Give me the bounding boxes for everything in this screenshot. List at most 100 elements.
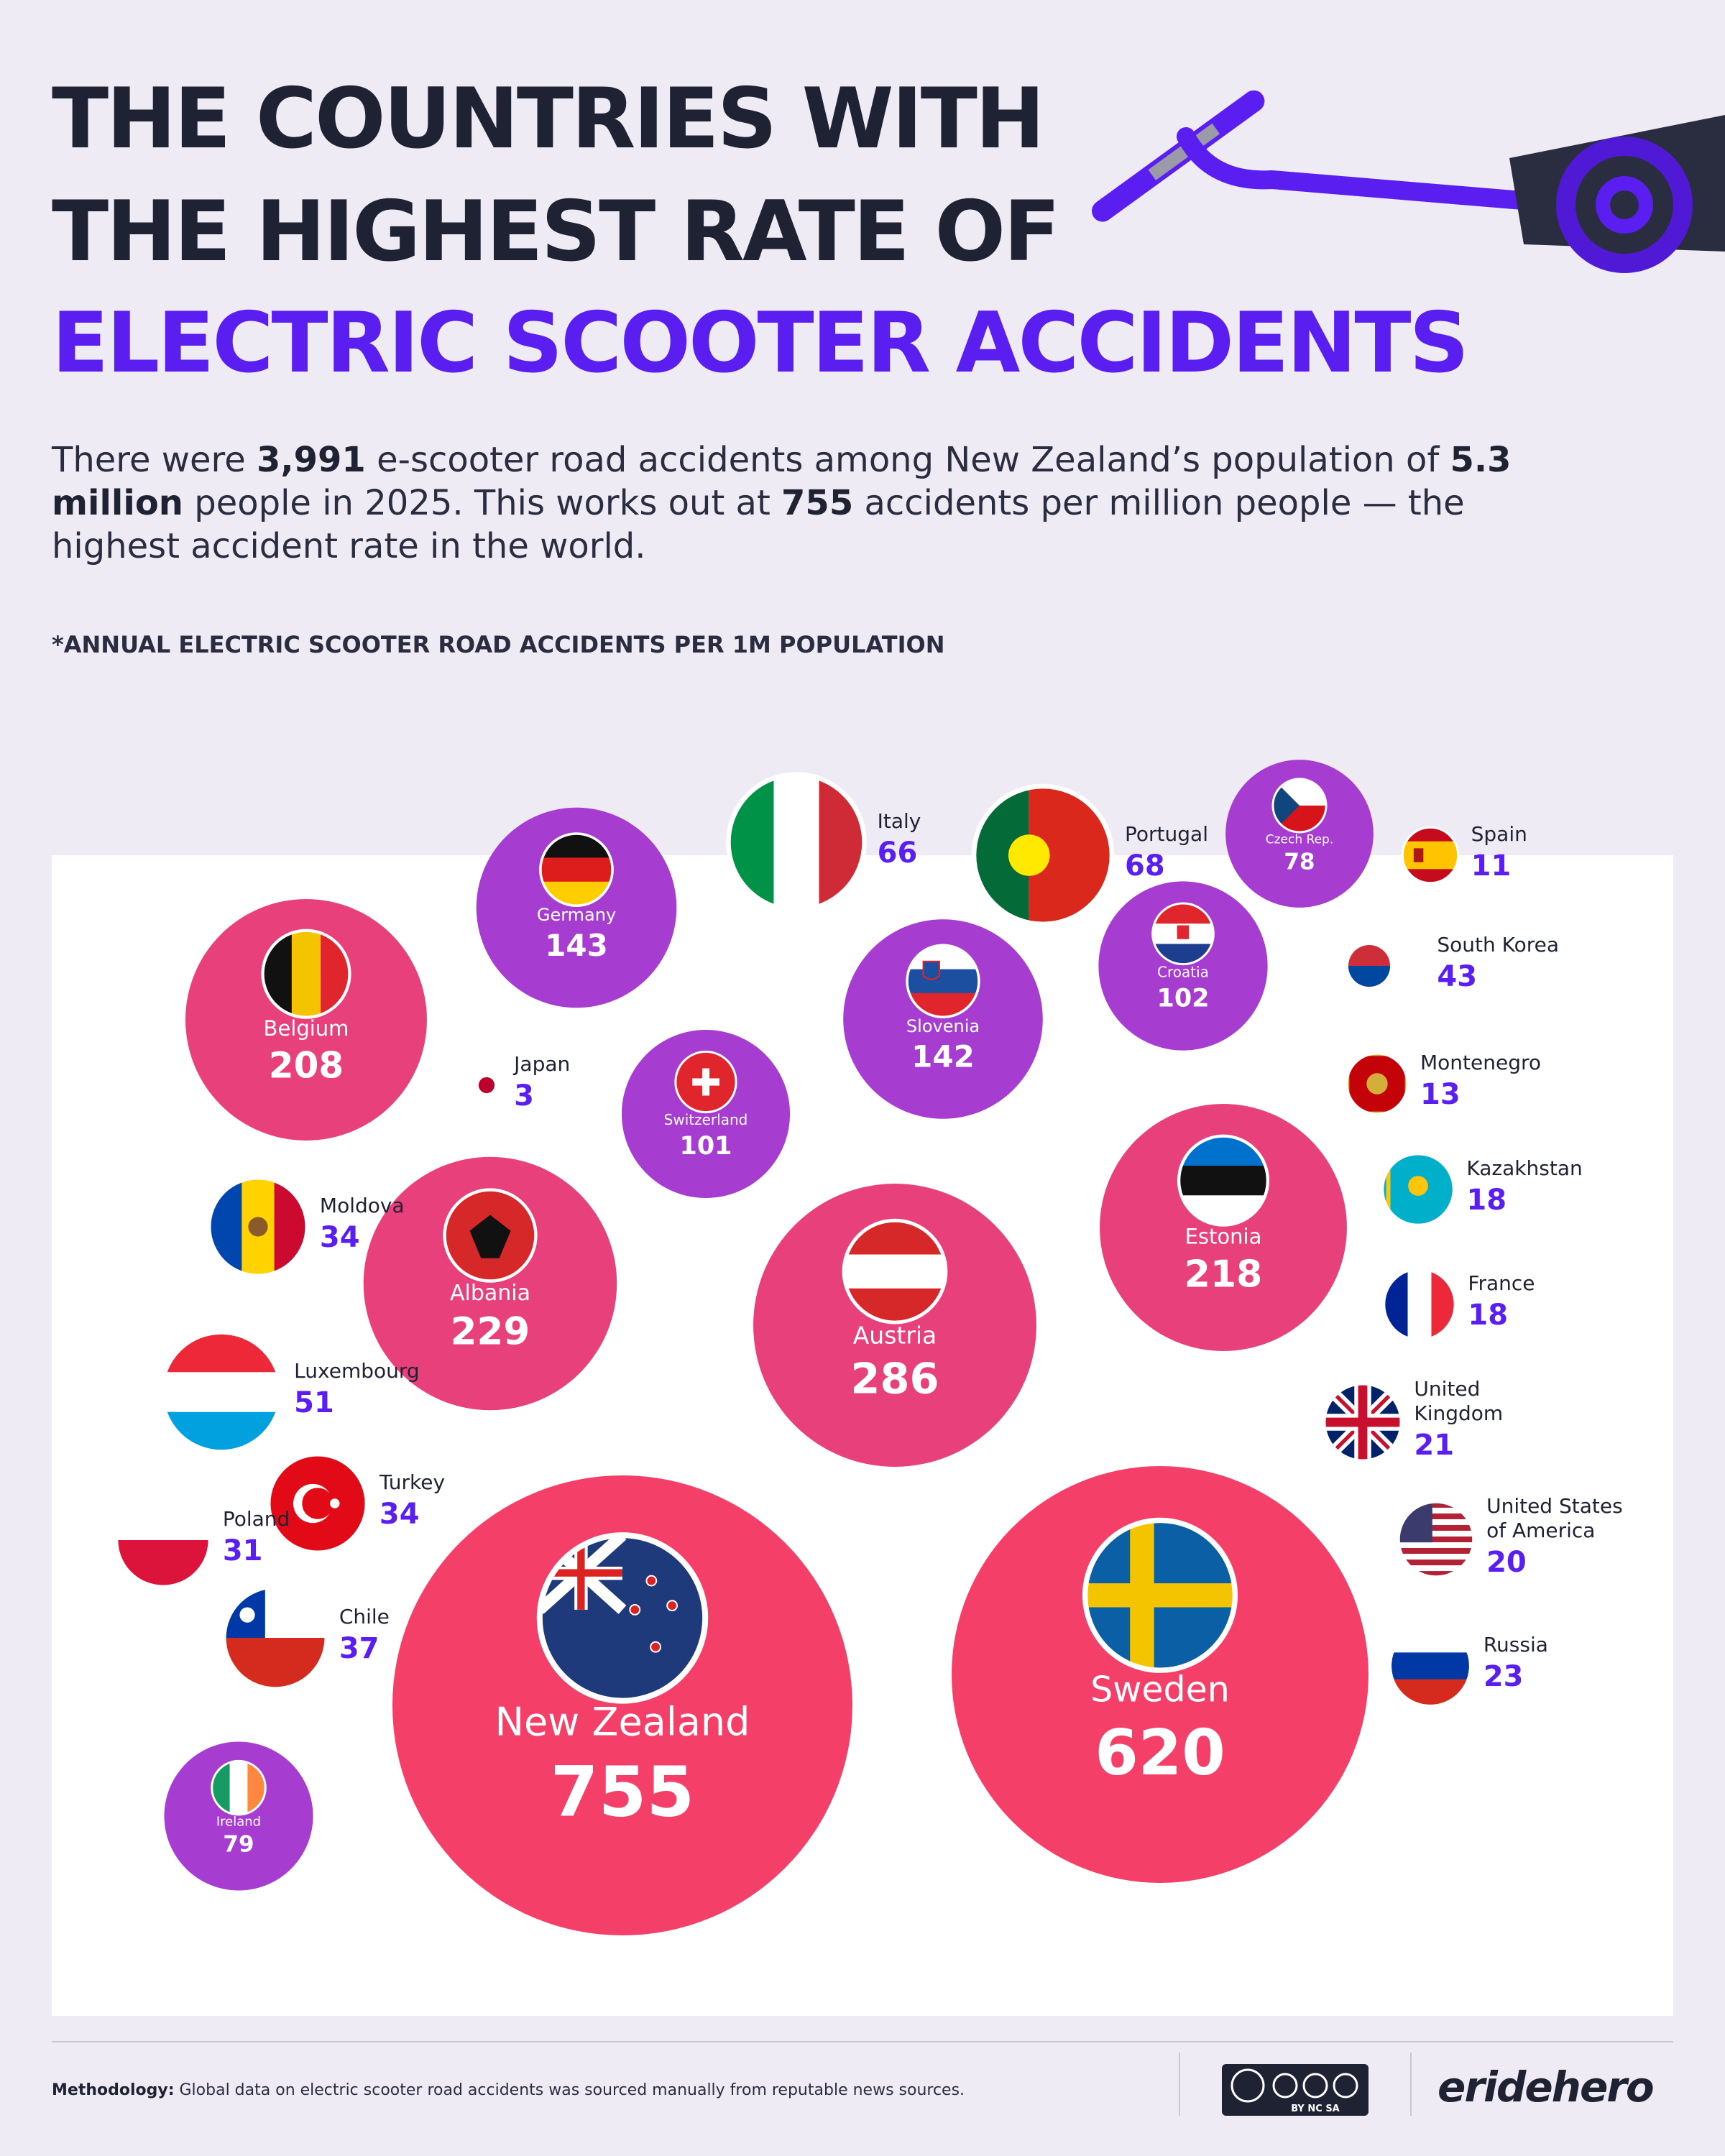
bubble-value-italy: 66 bbox=[878, 837, 918, 870]
bubble-label-kazakhstan: Kazakhstan bbox=[1466, 1156, 1582, 1180]
bubble-circle-germany bbox=[476, 807, 677, 1008]
flag-icon-at bbox=[842, 1218, 948, 1325]
bubble-circle-belgium bbox=[185, 899, 427, 1141]
bubble-circle-ireland bbox=[164, 1741, 313, 1891]
bubble-label-united-kingdom-1: Kingdom bbox=[1414, 1401, 1503, 1425]
flag-icon-es bbox=[1401, 826, 1460, 885]
bubble-label-spain: Spain bbox=[1471, 822, 1527, 846]
bubble-south-korea: South Korea 43 bbox=[1312, 908, 1559, 1023]
bubble-value-albania: 229 bbox=[451, 1310, 530, 1354]
bubble-label-united-kingdom-0: United bbox=[1414, 1377, 1480, 1401]
flag-icon-de bbox=[539, 832, 614, 907]
bubble-label-poland: Poland bbox=[223, 1507, 290, 1531]
bubble-value-japan: 3 bbox=[514, 1079, 534, 1112]
bubble-value-austria: 286 bbox=[850, 1354, 939, 1404]
bubble-label-italy: Italy bbox=[878, 809, 921, 833]
scooter-illustration bbox=[1092, 90, 1725, 273]
flag-icon-jp bbox=[471, 1069, 502, 1101]
bubble-russia: Russia 23 bbox=[1389, 1624, 1548, 1708]
bubble-label-czech-rep: Czech Rep. bbox=[1266, 832, 1333, 847]
flag-icon-al bbox=[443, 1188, 538, 1283]
bubble-albania: Albania 229 bbox=[363, 1156, 617, 1411]
flag-icon-se bbox=[1082, 1517, 1238, 1673]
bubble-value-united-kingdom: 21 bbox=[1414, 1429, 1454, 1462]
flag-icon-it bbox=[726, 772, 867, 913]
bubble-value-croatia: 102 bbox=[1156, 984, 1209, 1013]
bubble-switzerland: Switzerland 101 bbox=[621, 1029, 791, 1199]
bubble-label-montenegro: Montenegro bbox=[1420, 1051, 1541, 1074]
methodology-note: Methodology: Global data on electric sco… bbox=[52, 2081, 965, 2099]
bubble-value-new-zealand: 755 bbox=[551, 1752, 694, 1833]
flag-icon-lu bbox=[159, 1330, 284, 1455]
bubble-czech-rep: Czech Rep. 78 bbox=[1225, 760, 1374, 908]
bubble-value-luxembourg: 51 bbox=[294, 1386, 334, 1419]
bubble-label-switzerland: Switzerland bbox=[664, 1111, 748, 1128]
bubble-value-russia: 23 bbox=[1484, 1660, 1524, 1693]
intro-total-accidents: 3,991 bbox=[257, 440, 366, 480]
bubble-label-ireland: Ireland bbox=[216, 1814, 261, 1829]
title-line-3: ELECTRIC SCOOTER ACCIDENTS bbox=[52, 295, 1469, 392]
bubble-value-sweden: 620 bbox=[1095, 1716, 1225, 1789]
flag-icon-ru bbox=[1389, 1624, 1472, 1708]
flag-icon-pt bbox=[971, 783, 1115, 927]
flag-icon-kz bbox=[1381, 1152, 1455, 1227]
bubble-circle-slovenia bbox=[843, 919, 1043, 1119]
flag-icon-ee bbox=[1177, 1134, 1270, 1227]
bubble-value-south-korea: 43 bbox=[1437, 960, 1477, 993]
intro-rate: 755 bbox=[781, 483, 854, 523]
bubble-belgium: Belgium 208 bbox=[185, 899, 427, 1141]
bubble-value-turkey: 34 bbox=[380, 1498, 420, 1531]
bubble-value-montenegro: 13 bbox=[1420, 1078, 1460, 1111]
bubble-circle-croatia bbox=[1098, 881, 1268, 1051]
intro-paragraph: There were 3,991 e-scooter road accident… bbox=[52, 440, 1512, 566]
bubble-label-albania: Albania bbox=[450, 1281, 530, 1306]
flag-icon-ch bbox=[674, 1050, 737, 1114]
bubble-label-united-states-of-america-1: of America bbox=[1486, 1519, 1595, 1542]
bubble-estonia: Estonia 218 bbox=[1100, 1104, 1347, 1351]
flag-icon-cz bbox=[1271, 778, 1328, 834]
intro-population: 5.3 million bbox=[52, 440, 1512, 523]
chart-measure-note: *ANNUAL ELECTRIC SCOOTER ROAD ACCIDENTS … bbox=[52, 631, 945, 658]
cc-license-icon: BY NC SA bbox=[1222, 2064, 1368, 2116]
bubble-label-moldova: Moldova bbox=[320, 1194, 405, 1217]
flag-icon-be bbox=[261, 929, 351, 1019]
bubble-label-france: France bbox=[1468, 1271, 1535, 1295]
flag-icon-me bbox=[1346, 1052, 1409, 1115]
bubble-circle-albania bbox=[363, 1156, 617, 1411]
bubble-circle-switzerland bbox=[621, 1029, 791, 1199]
bubble-poland: Poland 31 bbox=[114, 1491, 290, 1589]
bubble-label-united-states-of-america-0: United States bbox=[1486, 1494, 1623, 1518]
bubble-circle-new-zealand bbox=[392, 1475, 852, 1935]
brand-logo: eridehero bbox=[1438, 2063, 1655, 2111]
flag-icon-hr bbox=[1151, 902, 1215, 966]
bubble-label-russia: Russia bbox=[1484, 1633, 1548, 1657]
flag-icon-pl bbox=[114, 1491, 212, 1589]
bubble-label-croatia: Croatia bbox=[1157, 963, 1209, 980]
bubble-label-germany: Germany bbox=[537, 905, 616, 925]
bubble-value-czech-rep: 78 bbox=[1284, 849, 1315, 875]
flag-icon-nz bbox=[536, 1532, 709, 1704]
bubble-value-poland: 31 bbox=[223, 1534, 263, 1567]
flag-icon-cl bbox=[222, 1585, 328, 1691]
bubble-label-japan: Japan bbox=[512, 1052, 570, 1076]
bubble-france: France 18 bbox=[1382, 1267, 1535, 1342]
footer-divider-right bbox=[1410, 2053, 1412, 2116]
flag-icon-fr bbox=[1382, 1267, 1457, 1342]
bubble-kazakhstan: Kazakhstan 18 bbox=[1381, 1152, 1583, 1227]
flag-icon-gb bbox=[1322, 1382, 1403, 1462]
bubble-value-belgium: 208 bbox=[269, 1045, 344, 1087]
bubble-luxembourg: Luxembourg 51 bbox=[159, 1330, 420, 1455]
footer-divider-left bbox=[1179, 2053, 1180, 2116]
bubble-value-kazakhstan: 18 bbox=[1466, 1184, 1506, 1217]
bubble-label-slovenia: Slovenia bbox=[906, 1016, 980, 1036]
bubble-italy: Italy 66 bbox=[726, 772, 921, 913]
bubble-label-turkey: Turkey bbox=[379, 1470, 445, 1494]
bubble-label-luxembourg: Luxembourg bbox=[294, 1359, 420, 1383]
bubble-label-sweden: Sweden bbox=[1090, 1669, 1230, 1710]
bubble-value-france: 18 bbox=[1468, 1299, 1508, 1332]
flag-icon-ie bbox=[211, 1759, 267, 1816]
bubble-circle-sweden bbox=[952, 1466, 1368, 1883]
